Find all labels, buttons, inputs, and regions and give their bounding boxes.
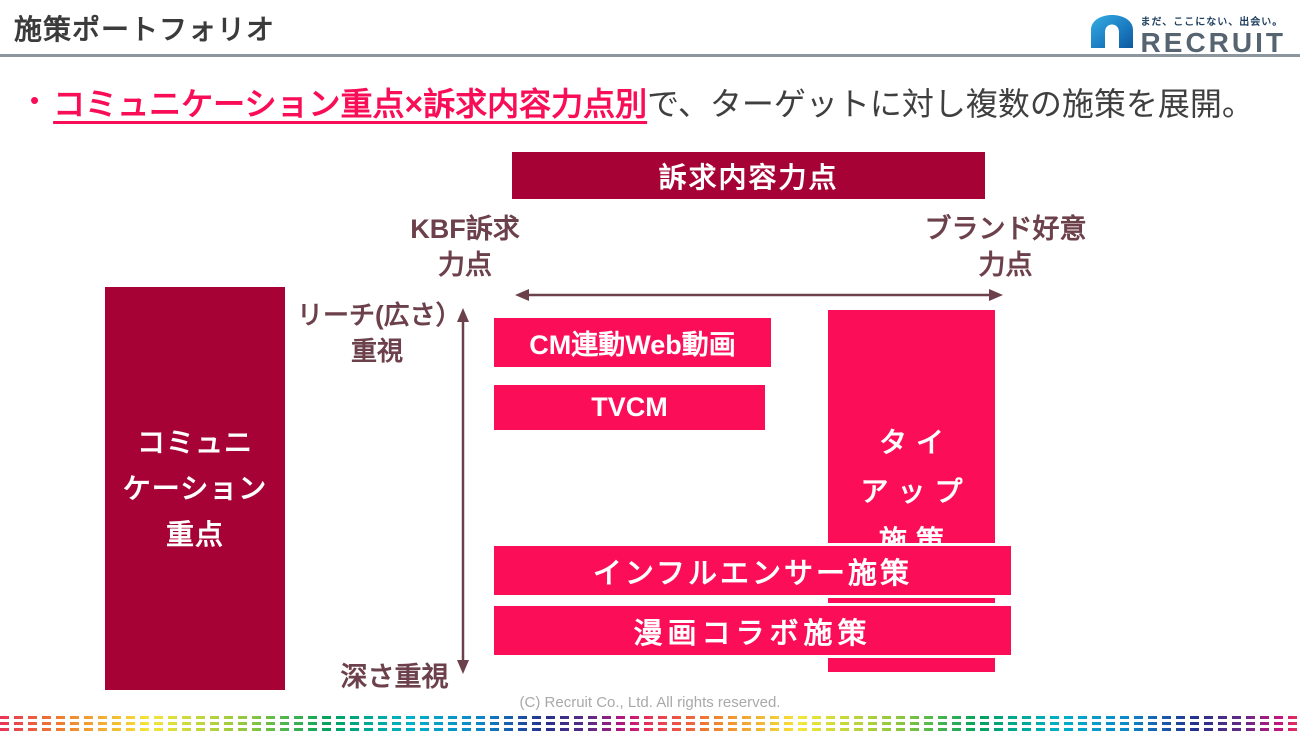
copyright-text: (C) Recruit Co., Ltd. All rights reserve… [519,694,781,711]
recruit-logo: まだ、ここにない、出会い。 RECRUIT [1083,4,1286,57]
rainbow-dotted-border [0,714,1300,731]
measure-tieup-line2: アップ [860,475,972,507]
title-divider [0,54,1300,57]
h-axis-right-label-line1: ブランド好意 [924,214,1087,244]
key-message: • コミュニケーション重点×訴求内容力点別で、ターゲットに対し複数の施策を展開。 [30,78,1285,126]
key-message-rest: で、ターゲットに対し複数の施策を展開。 [647,86,1254,122]
v-axis-top-label-line1: リーチ(広さ） [297,300,462,330]
v-axis-bottom-label: 深さ重視 [340,662,449,692]
logo-tagline: まだ、ここにない、出会い。 [1140,17,1284,28]
vertical-axis-arrow-icon [457,308,469,674]
measure-tieup-line1: タイ [878,426,953,458]
v-axis-top-label-line2: 重視 [350,336,403,366]
measure-influencer-box: インフルエンサー施策 [494,546,1011,595]
h-axis-right-label: ブランド好意 力点 [903,211,1108,283]
measure-tvcm-box: TVCM [494,385,765,430]
v-axis-top-label: リーチ(広さ） 重視 [297,297,462,369]
recruit-r-icon [1083,4,1139,57]
logo-brand-name: RECRUIT [1140,27,1286,58]
measure-manga-collab-box: 漫画コラボ施策 [494,606,1011,655]
h-axis-left-label-line2: 力点 [438,250,492,280]
horizontal-axis-arrow-icon [515,289,1003,301]
h-axis-left-label-line1: KBF訴求 [410,214,520,244]
communication-weight-line2: ケーション [122,472,268,504]
page-title: 施策ポートフォリオ [14,14,276,45]
top-axis-title-box: 訴求内容力点 [512,152,985,199]
bullet-marker: • [30,85,40,115]
communication-weight-line1: コミュニ [136,426,253,458]
communication-weight-box: コミュニ ケーション 重点 [105,287,285,690]
communication-weight-line3: 重点 [165,518,224,550]
key-message-highlight: コミュニケーション重点×訴求内容力点別 [53,86,648,122]
logo-text-block: まだ、ここにない、出会い。 RECRUIT [1141,13,1286,57]
measure-cm-web-video-box: CM連動Web動画 [494,318,771,367]
h-axis-left-label: KBF訴求 力点 [385,211,545,283]
h-axis-right-label-line2: 力点 [978,250,1033,280]
